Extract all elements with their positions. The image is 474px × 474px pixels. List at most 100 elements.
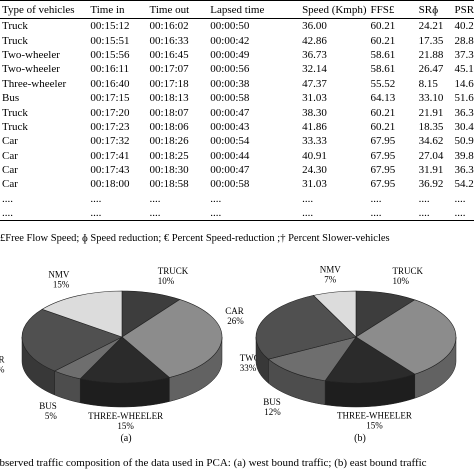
footnote: £Free Flow Speed; ɸ Speed reduction; € P… [0, 233, 390, 244]
table-cell: 58.61 [370, 48, 396, 61]
data-table: Type of vehicles Time in Time out Lapsed ti… [0, 0, 474, 222]
table-cell: Truck [2, 106, 28, 119]
table-cell: 00:15:56 [90, 48, 130, 61]
table-cell: 33.33 [302, 135, 327, 148]
table-row: Car 00:17:43 00:18:30 00:00:47 24.30 67.95 31.… [0, 163, 474, 177]
table-cell: 39.80 [454, 149, 474, 162]
table-cell: 40.21 [454, 20, 474, 33]
table-cell: 45.16 [454, 63, 474, 76]
table-cell: .... [370, 192, 382, 205]
table-cell: 60.21 [370, 20, 396, 33]
table-cell: 00:18:07 [149, 106, 189, 119]
table-cell: 26.47 [418, 63, 444, 76]
table-row: Bus 00:17:15 00:18:13 00:00:58 31.03 64.13 33.… [0, 91, 474, 105]
table-cell: 67.95 [370, 178, 396, 191]
table-cell: 00:18:00 [90, 178, 130, 191]
table-cell: 36.39 [454, 164, 474, 177]
column-header: Type of vehicles [0, 0, 89, 19]
table-cell: 00:00:56 [210, 63, 250, 76]
slice-value-label: 5% [45, 411, 58, 421]
table-cell: 00:18:25 [149, 149, 189, 162]
slice-value-label: 10% [158, 276, 175, 286]
table-row: Truck 00:15:12 00:16:02 00:00:50 36.00 60.21 2… [0, 19, 474, 34]
slice-value-label: 26% [227, 316, 244, 326]
table-cell: 21.91 [418, 106, 444, 119]
caption: observed traffic composition of the data… [0, 457, 427, 469]
table-cell: 00:00:49 [210, 48, 250, 61]
table-row: ................................ [0, 206, 474, 221]
pie-slice [21, 308, 123, 372]
pie-slice [355, 299, 457, 375]
table-cell: 00:00:42 [210, 34, 250, 47]
table-cell: 40.91 [302, 149, 327, 162]
slice-value-label: 24% [0, 365, 5, 375]
table-cell: 00:16:45 [149, 48, 189, 61]
column-header: Lapsed time [208, 0, 301, 19]
table-cell: 00:00:44 [210, 149, 250, 162]
slice-category: CAR [225, 306, 244, 316]
table-cell: 00:17:15 [90, 92, 130, 105]
table-cell: 51.61 [454, 92, 474, 105]
table-cell: 00:16:33 [149, 34, 189, 47]
table-cell: 24.30 [302, 164, 327, 177]
table-cell: Three-wheeler [2, 77, 67, 90]
table-row: Car 00:17:41 00:18:25 00:00:44 40.91 67.95 27.… [0, 149, 474, 163]
table-cell: 38.30 [302, 106, 327, 119]
table-row: Car 00:18:00 00:18:58 00:00:58 31.03 67.95 36.… [0, 177, 474, 191]
table-cell: .... [2, 207, 13, 220]
table-cell: .... [302, 207, 314, 220]
table-cell: 00:17:20 [90, 106, 130, 119]
table-cell: 67.95 [370, 164, 396, 177]
table-cell: 00:15:12 [90, 20, 130, 33]
table-cell: .... [90, 207, 102, 220]
table-cell: 00:17:23 [90, 120, 130, 133]
table-cell: .... [149, 207, 161, 220]
slice-category: THREE-WHEELER [337, 410, 412, 420]
table-cell: 58.61 [370, 63, 396, 76]
slice-value-label: 15% [117, 421, 134, 431]
table-cell: 55.52 [370, 77, 396, 90]
table-row: Truck 00:17:20 00:18:07 00:00:47 38.30 60.21 2… [0, 105, 474, 119]
table-cell: .... [418, 192, 430, 205]
slice-category: TRUCK [392, 266, 423, 276]
table-cell: 36.39 [454, 106, 474, 119]
table-cell: 36.00 [302, 20, 327, 33]
table-cell: 00:00:58 [210, 178, 250, 191]
chart-label: (b) [354, 433, 366, 444]
table-cell: 33.10 [418, 92, 444, 105]
table-cell: 41.86 [302, 120, 327, 133]
table-cell: 36.73 [302, 48, 327, 61]
table-cell: Car [2, 178, 18, 191]
table-cell: 18.35 [418, 120, 444, 133]
pie-slice [41, 290, 123, 338]
table-cell: 60.21 [370, 106, 396, 119]
slice-value-label: 33% [240, 363, 257, 373]
table-cell: 31.03 [302, 92, 327, 105]
pie-charts: TRUCK10%TWO-WHEELER33%THREE-WHEELER15%BU… [0, 264, 457, 444]
table-cell: 00:17:43 [90, 164, 130, 177]
table-cell: 00:18:30 [149, 164, 189, 177]
table-cell: 60.21 [370, 120, 396, 133]
table-cell: 30.48 [454, 120, 474, 133]
table-cell: 17.35 [418, 34, 444, 47]
chart-label: (a) [120, 433, 131, 444]
table-cell: 8.15 [418, 77, 438, 90]
slice-value-label: 15% [366, 420, 383, 430]
table-cell: 21.88 [418, 48, 444, 61]
table-cell: 34.62 [418, 135, 444, 148]
table-cell: 67.95 [370, 149, 396, 162]
table-cell: 00:16:40 [90, 77, 130, 90]
table-cell: 42.86 [302, 34, 327, 47]
table-cell: .... [302, 192, 314, 205]
table-row: Truck 00:15:51 00:16:33 00:00:42 42.86 60.21 1… [0, 33, 474, 47]
table-cell: 64.13 [370, 92, 396, 105]
table-cell: 27.04 [418, 149, 444, 162]
table-cell: .... [370, 207, 382, 220]
header-row: Type of vehicles Time in Time out Lapsed ti… [0, 0, 474, 19]
table-cell: Car [2, 135, 18, 148]
pie-slice [79, 336, 170, 384]
table-cell: 60.21 [370, 34, 396, 47]
table-cell: .... [454, 192, 466, 205]
table-cell: .... [90, 192, 102, 205]
